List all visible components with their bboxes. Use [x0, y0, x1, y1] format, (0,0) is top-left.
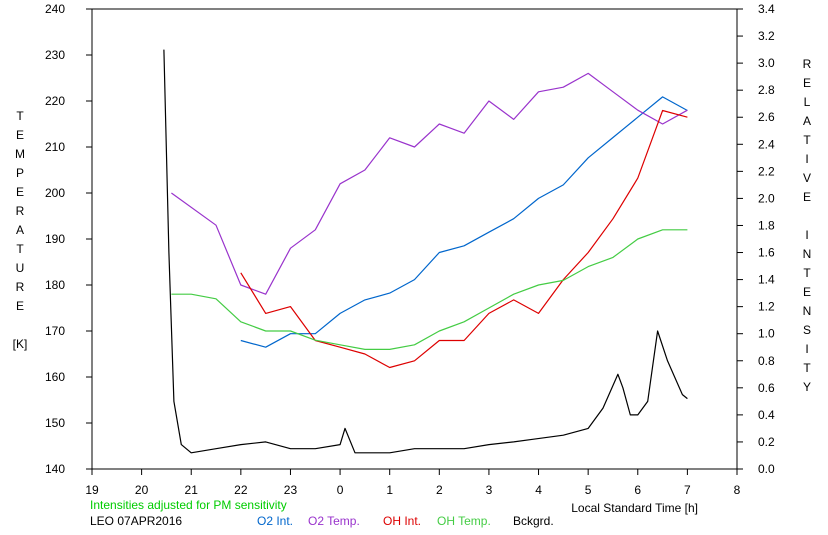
- label-letter: T: [16, 242, 24, 256]
- y-left-tick-label: 230: [45, 48, 65, 62]
- x-tick-label: 5: [585, 483, 592, 497]
- label-gap: [10, 316, 30, 335]
- label-letter: S: [802, 323, 811, 337]
- y-left-tick-label: 240: [45, 2, 65, 16]
- sensitivity-note: Intensities adjusted for PM sensitivity: [90, 498, 287, 512]
- y-right-tick-label: 0.2: [758, 435, 775, 449]
- label-letter: R: [802, 57, 812, 71]
- legend-oh-int: OH Int.: [383, 514, 422, 528]
- legend-o2-int: O2 Int.: [257, 514, 294, 528]
- label-letter: E: [15, 299, 24, 313]
- legend-oh-temp: OH Temp.: [437, 514, 491, 528]
- y-right-tick-label: 1.2: [758, 300, 775, 314]
- series-line-o2-temp: [171, 72, 688, 295]
- y-right-tick-label: 0.8: [758, 354, 775, 368]
- label-letter: Y: [802, 380, 811, 394]
- y-left-tick-label: 220: [45, 94, 65, 108]
- x-tick-label: 0: [337, 483, 344, 497]
- site-date-label: LEO 07APR2016: [90, 514, 183, 528]
- label-letter: R: [15, 280, 25, 294]
- plot-frame: [91, 8, 738, 470]
- series-line-o2-int: [240, 96, 688, 348]
- y-right-tick-label: 0.0: [758, 462, 775, 476]
- y-left-tick-label: 160: [45, 370, 65, 384]
- label-letter: I: [805, 152, 809, 166]
- label-letter: V: [802, 171, 811, 185]
- x-tick-label: 4: [535, 483, 542, 497]
- label-letter: T: [803, 361, 811, 375]
- y-right-tick-label: 3.4: [758, 2, 775, 16]
- y-right-tick-label: 2.8: [758, 83, 775, 97]
- series-line-oh-int: [240, 109, 688, 369]
- legend-o2-temp: O2 Temp.: [308, 514, 360, 528]
- label-letter: A: [15, 223, 24, 237]
- y-left-tick-label: 190: [45, 232, 65, 246]
- label-letter: P: [15, 166, 24, 180]
- label-letter: I: [805, 228, 809, 242]
- y-left-tick-label: 200: [45, 186, 65, 200]
- y-right-tick-label: 2.6: [758, 110, 775, 124]
- label-letter: U: [15, 261, 25, 275]
- y-right-tick-label: 0.4: [758, 408, 775, 422]
- x-tick-label: 23: [284, 483, 298, 497]
- y-left-tick-label: 140: [45, 462, 65, 476]
- x-tick-label: 22: [234, 483, 248, 497]
- label-letter: E: [802, 190, 811, 204]
- y-right-tick-label: 3.0: [758, 56, 775, 70]
- x-tick-label: 2: [436, 483, 443, 497]
- y-right-tick-label: 1.8: [758, 218, 775, 232]
- x-tick-label: 6: [634, 483, 641, 497]
- label-gap: [797, 207, 817, 226]
- y-right-tick-label: 0.6: [758, 381, 775, 395]
- label-letter: [K]: [12, 337, 28, 351]
- label-letter: I: [805, 342, 809, 356]
- label-letter: A: [802, 114, 811, 128]
- label-letter: M: [15, 147, 25, 161]
- label-letter: E: [15, 128, 24, 142]
- label-letter: E: [15, 185, 24, 199]
- label-letter: N: [802, 304, 812, 318]
- axes-layer: 19 20 21 22 23 0 1 2 3 4 5 6 7 8140150160170180190200…: [45, 2, 775, 497]
- y-right-tick-label: 1.4: [758, 273, 775, 287]
- x-axis-label: Local Standard Time [h]: [571, 501, 698, 515]
- label-letter: T: [803, 266, 811, 280]
- x-tick-label: 7: [684, 483, 691, 497]
- label-letter: R: [15, 204, 25, 218]
- series-layer: [163, 49, 688, 454]
- label-letter: T: [16, 109, 24, 123]
- y-right-tick-label: 2.0: [758, 191, 775, 205]
- x-tick-label: 19: [85, 483, 99, 497]
- label-letter: L: [803, 95, 811, 109]
- x-tick-label: 8: [734, 483, 741, 497]
- y-right-tick-label: 2.4: [758, 137, 775, 151]
- series-line-oh-temp: [171, 229, 688, 350]
- x-tick-label: 21: [185, 483, 199, 497]
- y-right-tick-label: 1.0: [758, 327, 775, 341]
- legend-bckgrd: Bckgrd.: [513, 514, 554, 528]
- y-left-tick-label: 150: [45, 416, 65, 430]
- label-letter: E: [802, 285, 811, 299]
- y-left-tick-label: 180: [45, 278, 65, 292]
- label-letter: N: [802, 247, 812, 261]
- series-line-bckgrd: [163, 49, 688, 454]
- x-tick-label: 3: [486, 483, 493, 497]
- label-letter: E: [802, 76, 811, 90]
- y-left-tick-label: 210: [45, 140, 65, 154]
- y-right-tick-label: 2.2: [758, 164, 775, 178]
- x-tick-label: 20: [135, 483, 149, 497]
- x-tick-label: 1: [386, 483, 393, 497]
- y-right-tick-label: 1.6: [758, 246, 775, 260]
- label-letter: T: [803, 133, 811, 147]
- y-right-tick-label: 3.2: [758, 29, 775, 43]
- y-left-tick-label: 170: [45, 324, 65, 338]
